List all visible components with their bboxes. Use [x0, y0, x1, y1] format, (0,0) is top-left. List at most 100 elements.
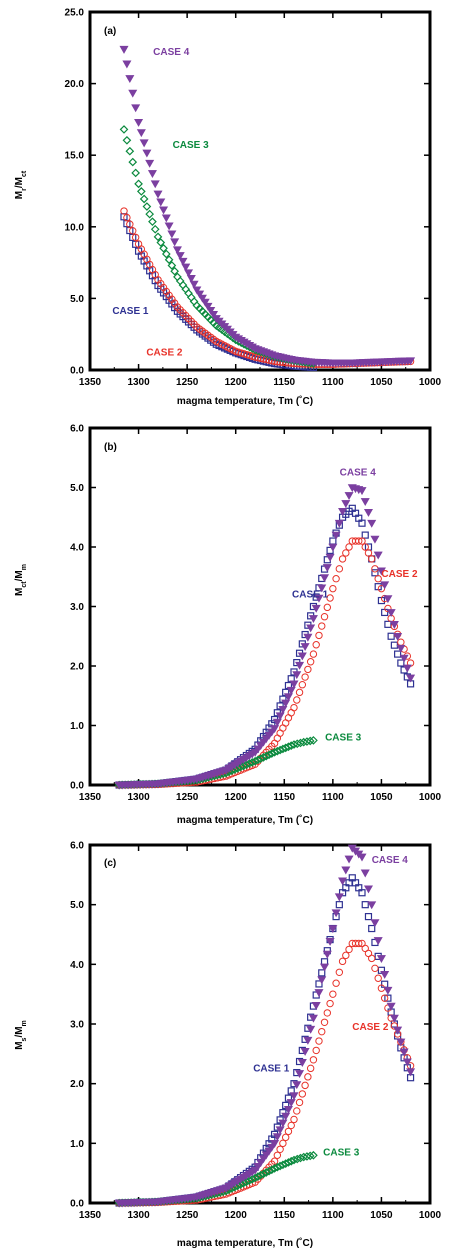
data-point — [338, 508, 348, 516]
panel-a: Mr/Mct 1350 1300 1250 1200 1150 1100 1050 1000 0… — [14, 8, 442, 408]
y-tick-label: 20.0 — [65, 79, 85, 90]
data-point — [381, 980, 389, 988]
data-point — [317, 976, 327, 985]
data-point — [278, 1160, 288, 1170]
data-point — [136, 129, 146, 138]
data-point — [134, 179, 143, 189]
data-point — [189, 297, 199, 306]
data-point — [320, 574, 330, 583]
data-point — [303, 1036, 313, 1045]
data-point — [323, 1009, 332, 1017]
x-tick-label: 1350 — [79, 792, 102, 803]
data-point — [376, 955, 386, 963]
data-point — [247, 758, 257, 767]
x-tick-label: 1100 — [322, 792, 344, 803]
x-tick-label: 1150 — [273, 1210, 295, 1221]
data-point — [318, 1027, 326, 1036]
data-point — [134, 118, 144, 127]
data-point — [311, 1001, 321, 1010]
data-point — [406, 674, 416, 683]
data-point — [145, 209, 155, 219]
data-point — [289, 1155, 299, 1165]
data-point — [306, 1025, 316, 1034]
data-point — [275, 712, 285, 721]
data-point — [128, 89, 138, 98]
plot-area-b: 1350 1300 1250 1200 1150 1100 1050 1000 0.0 1.0 2.… — [70, 424, 441, 804]
data-point — [119, 45, 129, 54]
data-point — [373, 551, 383, 560]
series-annotation: CASE 1 — [292, 590, 329, 601]
x-tick-label: 1200 — [225, 792, 248, 803]
data-point — [402, 1058, 412, 1067]
data-point — [264, 750, 274, 760]
data-point — [315, 631, 323, 640]
data-point — [304, 665, 312, 674]
data-point — [129, 227, 137, 235]
data-point — [322, 950, 332, 959]
data-point — [286, 686, 296, 695]
data-point — [306, 624, 316, 633]
y-tick-label: 5.0 — [70, 483, 84, 494]
series-annotation: CASE 1 — [253, 1064, 290, 1075]
data-point — [147, 170, 157, 179]
data-point — [276, 1145, 284, 1154]
data-point — [314, 989, 324, 998]
y-axis-label: Mct/Mm — [14, 564, 28, 596]
data-point — [139, 139, 149, 148]
panel-b: Mct/Mm 1350 1300 1250 1200 1150 1100 1050 1000 0… — [14, 424, 442, 827]
data-point — [283, 1105, 293, 1114]
data-point — [300, 643, 310, 652]
data-point — [244, 759, 254, 768]
data-point — [156, 198, 166, 207]
x-tick-label: 1350 — [79, 377, 102, 388]
y-tick-label: 10.0 — [65, 222, 85, 233]
data-point — [345, 945, 353, 954]
data-point — [261, 1168, 271, 1177]
data-point — [380, 970, 390, 979]
data-point — [292, 739, 302, 749]
data-point — [338, 555, 347, 563]
x-axis-label: magma temperature, Tm (˚C) — [177, 395, 313, 407]
data-point — [318, 969, 326, 977]
data-point — [159, 206, 169, 215]
data-point — [156, 238, 166, 247]
data-point — [317, 584, 327, 593]
data-point — [342, 549, 350, 557]
data-point — [256, 754, 266, 763]
data-point — [334, 519, 344, 528]
panel-label: (a) — [104, 26, 116, 37]
data-point — [123, 213, 131, 222]
data-point — [142, 202, 152, 211]
data-point — [289, 740, 299, 749]
x-axis-label: magma temperature, Tm (˚C) — [177, 814, 313, 826]
data-point — [300, 1047, 310, 1056]
data-point — [184, 288, 193, 298]
data-point — [283, 693, 293, 702]
data-point — [293, 696, 301, 704]
data-point — [292, 671, 302, 680]
data-point — [357, 853, 367, 862]
data-point — [384, 604, 392, 613]
data-point — [275, 1126, 285, 1135]
data-point — [308, 615, 318, 624]
data-point — [286, 1156, 296, 1166]
data-point — [329, 584, 337, 593]
data-point — [357, 487, 367, 496]
data-point — [206, 306, 216, 315]
data-point — [195, 290, 205, 299]
data-point — [281, 1133, 290, 1142]
data-point — [364, 549, 373, 557]
data-point — [323, 603, 332, 612]
data-point — [399, 654, 409, 663]
data-point — [309, 650, 318, 658]
data-point — [338, 877, 348, 886]
data-point — [315, 980, 323, 988]
data-point — [331, 531, 341, 540]
y-axis-label: Ms/Mm — [14, 1020, 28, 1050]
panel-label: (c) — [104, 858, 116, 869]
x-tick-label: 1250 — [176, 377, 199, 388]
data-point — [203, 302, 213, 311]
data-point — [306, 658, 315, 666]
x-tick-label: 1200 — [225, 377, 248, 388]
